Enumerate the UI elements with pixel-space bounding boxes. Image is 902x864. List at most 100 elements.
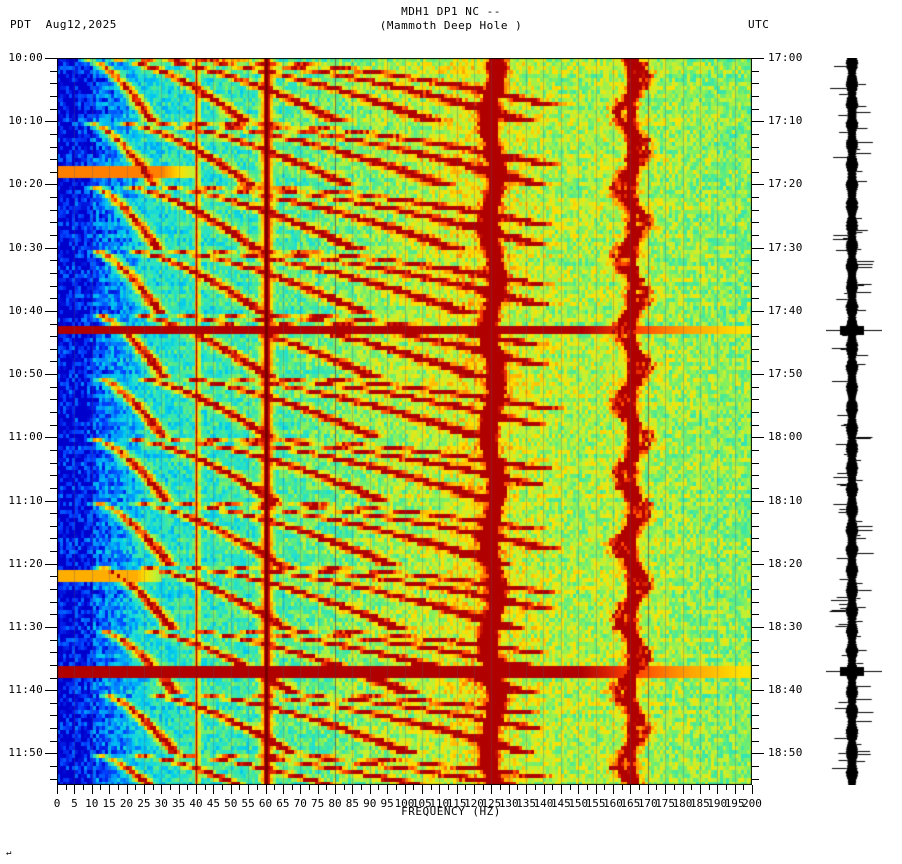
time-tick-major	[45, 247, 57, 249]
freq-tick-major	[665, 785, 667, 794]
time-tick-minor	[752, 95, 759, 97]
header-left-timezone-date: PDT Aug12,2025	[10, 18, 117, 31]
time-tick-minor	[752, 778, 759, 780]
time-tick-major	[752, 500, 764, 502]
time-tick-minor	[752, 538, 759, 540]
station-name-line: (Mammoth Deep Hole )	[379, 19, 523, 32]
time-tick-minor	[50, 778, 57, 780]
time-tick-minor	[752, 159, 759, 161]
freq-tick-major	[595, 785, 597, 794]
frequency-axis-title: FREQUENCY (HZ)	[401, 805, 501, 818]
time-tick-major	[752, 58, 764, 59]
time-label-pdt: 10:00	[8, 51, 43, 64]
header-right-timezone: UTC	[748, 18, 770, 31]
freq-label: 45	[206, 797, 220, 810]
freq-tick-minor	[691, 785, 693, 790]
time-tick-minor	[752, 323, 759, 325]
time-tick-minor	[50, 171, 57, 173]
freq-tick-major	[178, 785, 180, 794]
freq-tick-minor	[187, 785, 189, 790]
freq-tick-minor	[500, 785, 502, 790]
time-tick-minor	[752, 83, 759, 85]
station-code-line: MDH1 DP1 NC --	[401, 5, 501, 18]
time-tick-minor	[50, 702, 57, 704]
time-tick-minor	[50, 285, 57, 287]
time-tick-minor	[50, 95, 57, 97]
time-tick-minor	[50, 487, 57, 489]
time-tick-major	[752, 184, 764, 186]
freq-tick-minor	[291, 785, 293, 790]
freq-label: 55	[241, 797, 255, 810]
freq-tick-major	[752, 785, 753, 794]
time-label-pdt: 10:40	[8, 303, 43, 317]
freq-label: 10	[85, 797, 99, 810]
freq-tick-minor	[413, 785, 415, 790]
freq-tick-major	[57, 785, 58, 794]
time-tick-major	[752, 437, 764, 439]
time-tick-minor	[752, 146, 759, 148]
freq-tick-minor	[361, 785, 363, 790]
freq-label: 90	[363, 797, 377, 810]
freq-tick-major	[560, 785, 562, 794]
time-tick-minor	[50, 222, 57, 224]
time-tick-major	[752, 753, 764, 755]
time-label-utc: 17:50	[768, 367, 803, 381]
time-label-utc: 18:10	[768, 493, 803, 507]
freq-tick-minor	[743, 785, 745, 790]
time-tick-minor	[50, 462, 57, 464]
time-axis-pdt: 10:00 10:10 10:20 10:30 10:40 10:50 11:00 11:10…	[0, 51, 57, 785]
spectrogram-plot[interactable]	[57, 58, 752, 785]
freq-tick-major	[613, 785, 614, 794]
freq-label: 105	[411, 797, 432, 810]
freq-tick-minor	[656, 785, 658, 790]
time-tick-minor	[50, 589, 57, 591]
freq-tick-major	[248, 785, 250, 794]
time-tick-minor	[50, 399, 57, 401]
freq-tick-minor	[239, 785, 241, 790]
time-tick-minor	[50, 336, 57, 338]
freq-label: 60	[258, 797, 273, 810]
freq-tick-major	[196, 785, 197, 794]
time-tick-minor	[752, 664, 759, 666]
time-tick-minor	[752, 298, 759, 300]
time-tick-minor	[752, 513, 759, 515]
time-tick-minor	[752, 70, 759, 72]
freq-tick-minor	[395, 785, 397, 790]
time-tick-minor	[752, 589, 759, 591]
freq-label: 180	[672, 797, 693, 810]
freq-tick-minor	[725, 785, 727, 790]
time-tick-minor	[50, 664, 57, 666]
time-label-utc: 17:40	[768, 303, 803, 317]
time-tick-major	[45, 753, 57, 755]
time-tick-minor	[50, 538, 57, 540]
time-tick-minor	[752, 272, 759, 274]
freq-tick-minor	[430, 785, 432, 790]
freq-tick-minor	[378, 785, 380, 790]
freq-tick-minor	[308, 785, 310, 790]
seismogram-trace-canvas	[826, 58, 882, 785]
freq-tick-minor	[343, 785, 345, 790]
freq-label: 170	[637, 797, 658, 810]
time-tick-minor	[50, 348, 57, 350]
time-tick-minor	[752, 728, 759, 730]
freq-tick-major	[282, 785, 284, 794]
freq-tick-major	[404, 785, 406, 794]
freq-tick-major	[439, 785, 441, 794]
time-label-utc: 17:10	[768, 114, 803, 128]
freq-label: 85	[345, 797, 359, 810]
time-tick-minor	[752, 652, 759, 654]
freq-label: 175	[655, 797, 676, 810]
time-tick-major	[45, 626, 57, 628]
time-tick-minor	[752, 766, 759, 768]
corner-mark: ↵	[6, 848, 12, 858]
time-tick-minor	[50, 386, 57, 388]
freq-label: 160	[603, 797, 623, 810]
freq-tick-minor	[639, 785, 641, 790]
freq-tick-minor	[274, 785, 276, 790]
freq-tick-major	[734, 785, 736, 794]
time-tick-minor	[752, 576, 759, 578]
freq-label: 95	[380, 797, 394, 810]
freq-label: 50	[224, 797, 238, 810]
freq-tick-minor	[569, 785, 571, 790]
freq-tick-minor	[135, 785, 137, 790]
